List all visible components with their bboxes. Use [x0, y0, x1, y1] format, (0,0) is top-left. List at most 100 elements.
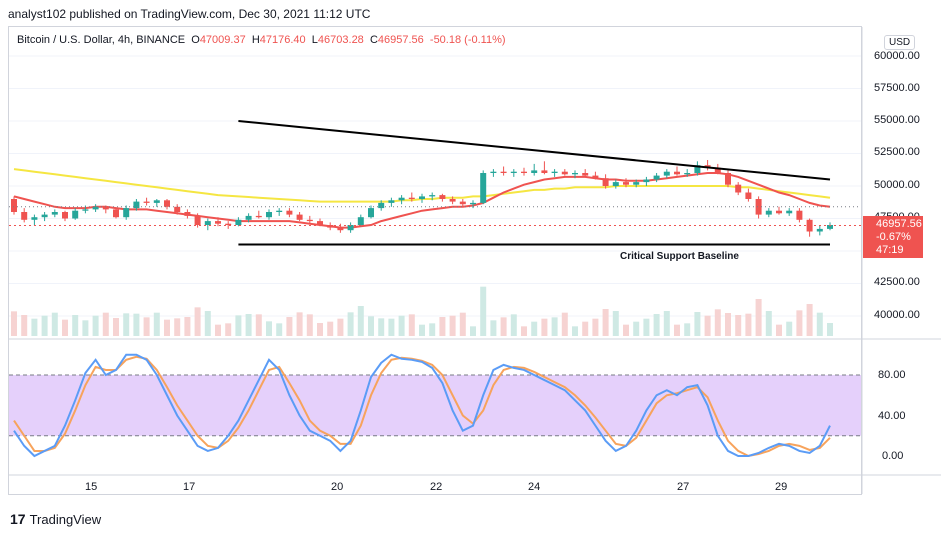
last-change: -0.67% — [876, 231, 911, 243]
last-price-tag: 46957.56 -0.67% 47:19 — [863, 216, 923, 258]
time-tick: 17 — [183, 481, 196, 493]
candle-body — [490, 171, 497, 173]
candle-body — [694, 165, 701, 173]
volume-bar — [755, 299, 762, 336]
volume-bar — [674, 324, 680, 336]
candle-body — [92, 206, 99, 210]
volume-bar — [184, 317, 191, 336]
volume-bar — [725, 313, 731, 336]
candle-body — [62, 212, 68, 219]
candle-body — [449, 199, 456, 202]
candle-body — [521, 171, 527, 173]
volume-bar — [296, 312, 303, 336]
osc-tick: 40.00 — [878, 410, 906, 422]
volume-bar — [143, 317, 150, 336]
symbol-info: Bitcoin / U.S. Dollar, 4h, BINANCE O4700… — [17, 34, 506, 46]
candle-body — [643, 179, 650, 183]
volume-bar — [398, 315, 405, 336]
candle-body — [623, 182, 629, 185]
candle-body — [378, 202, 385, 209]
candle-body — [204, 221, 211, 225]
currency-button[interactable]: USD — [884, 35, 916, 50]
volume-bar — [72, 315, 79, 336]
volume-bar — [633, 321, 640, 336]
candle-body — [653, 175, 660, 180]
volume-bar — [378, 318, 385, 336]
candle-body — [541, 170, 548, 173]
oscillator-band — [9, 375, 861, 436]
volume-bar — [776, 324, 782, 336]
volume-bar — [449, 315, 456, 336]
change-value: -50.18 (-0.11%) — [429, 34, 506, 46]
volume-bar — [592, 318, 599, 336]
candle-body — [827, 225, 833, 229]
candle-body — [480, 173, 487, 203]
candle-body — [276, 210, 283, 212]
high-label: H — [251, 34, 260, 46]
last-price: 46957.56 — [876, 218, 922, 230]
volume-bar — [510, 314, 517, 336]
volume-bar — [113, 318, 119, 336]
volume-bar — [408, 314, 415, 336]
time-tick: 15 — [85, 481, 98, 493]
candle-body — [633, 182, 640, 185]
volume-bar — [643, 318, 650, 336]
stoch-k-line — [13, 353, 831, 458]
volume-bar — [266, 321, 272, 336]
volume-bar — [470, 326, 476, 336]
candle-body — [133, 201, 140, 209]
volume-bar — [429, 323, 436, 336]
candle-body — [368, 208, 374, 218]
time-tick: 29 — [775, 481, 788, 493]
time-tick: 22 — [430, 481, 443, 493]
candle-body — [735, 184, 742, 193]
volume-bar — [694, 312, 701, 336]
volume-bar — [827, 323, 833, 336]
price-tick: 60000.00 — [874, 50, 920, 62]
candle-body — [388, 200, 395, 203]
price-tick: 40000.00 — [874, 309, 920, 321]
candle-body — [776, 210, 782, 214]
symbol-name[interactable]: Bitcoin / U.S. Dollar, 4h, BINANCE — [17, 34, 186, 46]
volume-bar — [582, 321, 589, 336]
volume-bar — [551, 317, 558, 336]
volume-bar — [745, 313, 752, 336]
candle-body — [113, 209, 119, 218]
price-tick: 50000.00 — [874, 179, 920, 191]
candle-body — [561, 171, 568, 175]
candle-body — [551, 171, 558, 173]
candle-body — [337, 227, 344, 231]
candle-body — [500, 171, 507, 173]
candle-body — [51, 212, 58, 215]
candle-body — [674, 171, 680, 175]
candle-body — [317, 221, 323, 225]
candle-body — [143, 201, 150, 203]
tradingview-logo[interactable]: 17 TradingView — [10, 511, 101, 527]
candle-body — [592, 175, 599, 179]
candle-body — [266, 212, 272, 218]
candle-body — [470, 202, 476, 205]
volume-bar — [663, 311, 670, 336]
candle-body — [72, 210, 79, 219]
candle-body — [153, 200, 160, 203]
candle-body — [245, 215, 252, 220]
volume-bar — [204, 311, 211, 336]
volume-bar — [41, 315, 48, 336]
volume-bar — [806, 304, 813, 336]
candle-body — [663, 171, 670, 176]
volume-bar — [215, 324, 221, 336]
time-tick: 24 — [528, 481, 541, 493]
candle-body — [612, 182, 619, 186]
volume-bar — [357, 306, 364, 336]
volume-bar — [286, 317, 293, 336]
volume-bar — [327, 321, 334, 336]
resistance-trendline — [238, 120, 831, 181]
open-label: O — [191, 34, 200, 46]
volume-bar — [500, 317, 507, 336]
candle-body — [755, 199, 762, 215]
candle-body — [765, 210, 772, 215]
candle-body — [816, 228, 823, 232]
volume-bar — [602, 309, 609, 336]
time-tick: 20 — [331, 481, 344, 493]
